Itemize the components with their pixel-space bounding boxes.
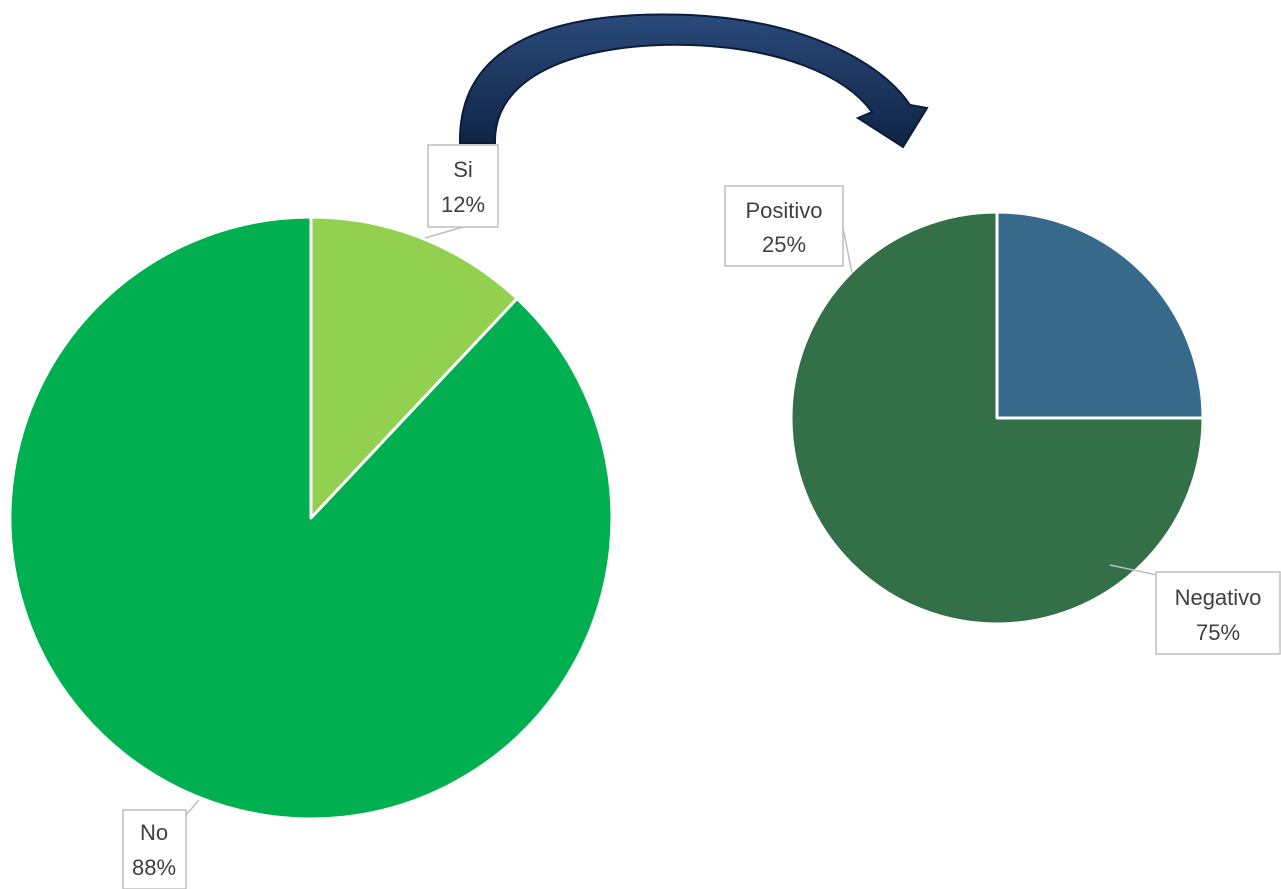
slice-no [8, 215, 614, 821]
slice-negativo [789, 210, 1205, 626]
data-label-positivo: Positivo 25% [724, 185, 844, 267]
slice-si [309, 215, 519, 520]
label-si-category: Si [453, 157, 473, 182]
label-si-percent: 12% [441, 192, 485, 217]
slice-positivo [995, 210, 1205, 420]
secondary-pie [789, 210, 1205, 626]
curved-arrow-icon [458, 13, 929, 149]
label-negativo-category: Negativo [1175, 585, 1262, 610]
label-no-percent: 88% [132, 855, 176, 880]
label-negativo-percent: 75% [1196, 620, 1240, 645]
label-positivo-category: Positivo [745, 198, 822, 223]
data-label-si: Si 12% [427, 144, 499, 228]
label-no-category: No [140, 820, 168, 845]
label-positivo-percent: 25% [762, 232, 806, 257]
leader-positivo [842, 227, 853, 274]
data-label-no: No 88% [122, 809, 187, 889]
leader-negativo [1109, 564, 1158, 576]
leader-no [185, 799, 200, 816]
data-label-negativo: Negativo 75% [1155, 571, 1281, 655]
main-pie [8, 215, 614, 821]
